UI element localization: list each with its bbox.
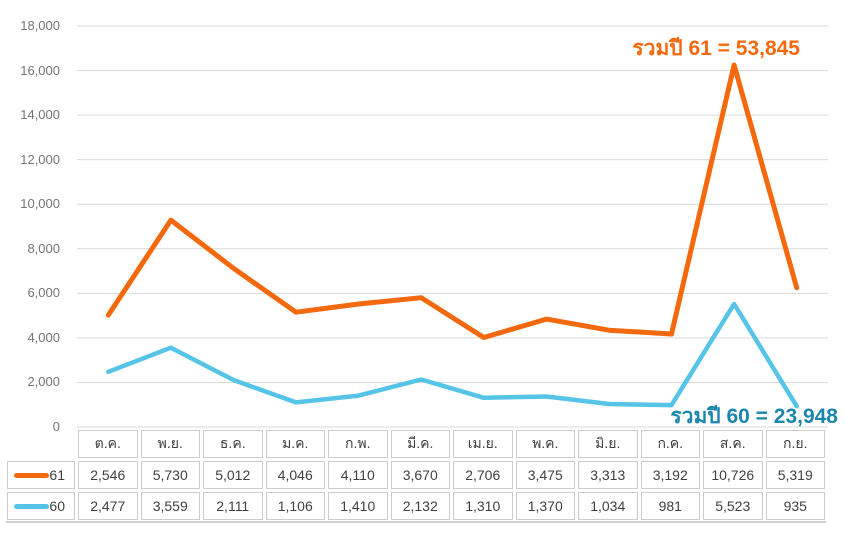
month-header: ก.ย. xyxy=(765,430,825,458)
month-header: มี.ค. xyxy=(390,430,450,458)
value-cell: 1,106 xyxy=(265,492,325,520)
y-axis-tick-label: 12,000 xyxy=(20,151,60,167)
value-cell: 1,370 xyxy=(515,492,575,520)
month-header: ก.ค. xyxy=(640,430,700,458)
value-cell: 2,132 xyxy=(390,492,450,520)
month-header: ส.ค. xyxy=(703,430,763,458)
value-cell: 1,310 xyxy=(453,492,513,520)
y-axis-tick-label: 10,000 xyxy=(20,196,60,212)
y-axis-tick-label: 18,000 xyxy=(20,18,60,33)
total-annotation-61: รวมปี 61 = 53,845 xyxy=(632,37,800,60)
value-cell: 981 xyxy=(640,492,700,520)
table-header-row: ต.ค. พ.ย. ธ.ค. ม.ค. ก.พ. มี.ค. เม.ย. พ.ค. มิ.ย. ก… xyxy=(7,430,825,458)
month-header: ม.ค. xyxy=(265,430,325,458)
month-header: เม.ย. xyxy=(453,430,513,458)
value-cell: 5,523 xyxy=(703,492,763,520)
value-cell: 10,726 xyxy=(703,461,763,489)
table-row-60: 60 2,477 3,559 2,111 1,106 1,410 2,132 1,310 1,3… xyxy=(7,492,825,520)
series-line-61 xyxy=(105,62,800,340)
value-cell: 4,110 xyxy=(328,461,388,489)
value-cell: 2,546 xyxy=(78,461,138,489)
total-annotation-60: รวมปี 60 = 23,948 xyxy=(670,405,838,428)
month-header: ธ.ค. xyxy=(203,430,263,458)
month-header: ต.ค. xyxy=(78,430,138,458)
value-cell: 5,319 xyxy=(765,461,825,489)
value-cell: 3,559 xyxy=(140,492,200,520)
series-line-60 xyxy=(106,301,799,409)
month-header: พ.ค. xyxy=(515,430,575,458)
legend-swatch-60 xyxy=(14,503,50,509)
value-cell: 5,012 xyxy=(203,461,263,489)
y-axis-tick-label: 4,000 xyxy=(27,329,60,345)
value-cell: 1,034 xyxy=(578,492,638,520)
value-cell: 935 xyxy=(765,492,825,520)
legend-cell-60: 60 xyxy=(7,492,75,520)
month-header: ก.พ. xyxy=(328,430,388,458)
legend-label-60: 60 xyxy=(49,498,65,514)
value-cell: 2,477 xyxy=(78,492,138,520)
y-axis-tick-label: 0 xyxy=(52,419,60,434)
value-cell: 3,475 xyxy=(515,461,575,489)
y-axis-tick-label: 6,000 xyxy=(27,285,60,301)
data-table: ต.ค. พ.ย. ธ.ค. ม.ค. ก.พ. มี.ค. เม.ย. พ.ค. มิ.ย. ก… xyxy=(4,427,828,523)
legend-cell-61: 61 xyxy=(7,461,75,489)
data-table-header: ต.ค. พ.ย. ธ.ค. ม.ค. ก.พ. มี.ค. เม.ย. พ.ค. มิ.ย. ก… xyxy=(7,430,825,458)
table-corner-blank xyxy=(7,430,75,458)
table-row-61: 61 2,546 5,730 5,012 4,046 4,110 3,670 2,706 3,4… xyxy=(7,461,825,489)
legend-swatch-61 xyxy=(14,472,50,478)
value-cell: 2,111 xyxy=(203,492,263,520)
value-cell: 3,192 xyxy=(640,461,700,489)
y-axis-tick-label: 2,000 xyxy=(27,374,60,390)
legend-label-61: 61 xyxy=(49,467,65,483)
value-cell: 3,670 xyxy=(390,461,450,489)
y-axis-tick-label: 16,000 xyxy=(20,62,60,78)
table-bottom-rule xyxy=(6,521,826,523)
y-axis-tick-label: 8,000 xyxy=(27,240,60,256)
y-axis-tick-label: 14,000 xyxy=(20,107,60,123)
month-header: พ.ย. xyxy=(140,430,200,458)
value-cell: 2,706 xyxy=(453,461,513,489)
stacked-line-chart xyxy=(77,25,828,428)
value-cell: 1,410 xyxy=(328,492,388,520)
value-cell: 5,730 xyxy=(140,461,200,489)
data-table-body: 61 2,546 5,730 5,012 4,046 4,110 3,670 2,706 3,4… xyxy=(7,461,825,520)
value-cell: 3,313 xyxy=(578,461,638,489)
value-cell: 4,046 xyxy=(265,461,325,489)
month-header: มิ.ย. xyxy=(578,430,638,458)
